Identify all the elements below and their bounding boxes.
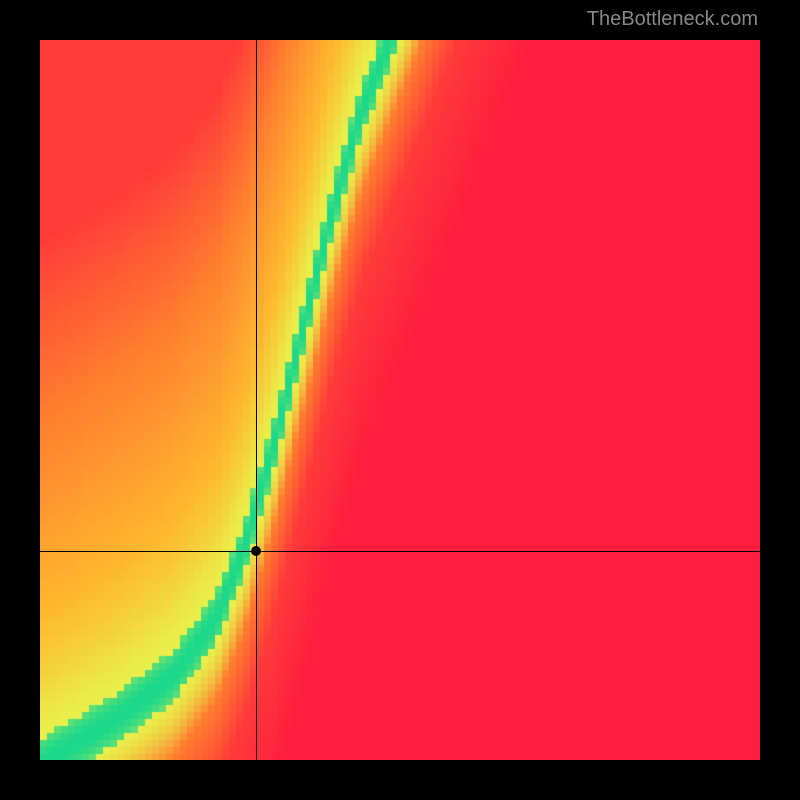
crosshair-vertical — [256, 40, 257, 760]
heatmap-plot — [40, 40, 760, 760]
heatmap-canvas — [40, 40, 760, 760]
crosshair-horizontal — [40, 551, 760, 552]
watermark-text: TheBottleneck.com — [587, 8, 758, 31]
marker-dot — [251, 546, 261, 556]
